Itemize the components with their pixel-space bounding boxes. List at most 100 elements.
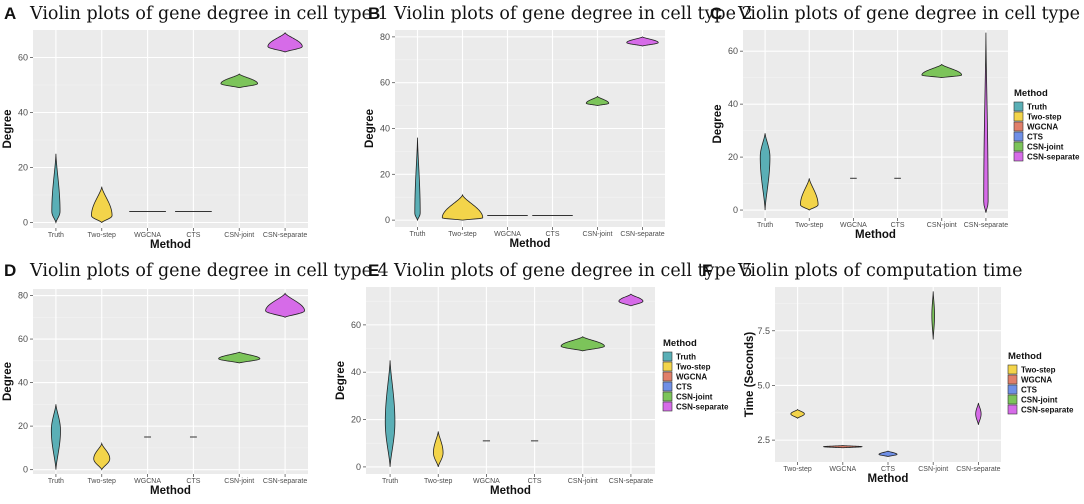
x-tick-label: WGCNA <box>829 466 856 473</box>
y-tick-label: 0 <box>23 218 28 228</box>
x-tick-label: CSN-separate <box>956 466 1000 473</box>
legend-entry: Truth <box>1027 103 1047 112</box>
violin-CSN-joint <box>220 73 258 89</box>
y-axis-label: Time (Seconds) <box>744 332 756 418</box>
x-tick-label: CSN-joint <box>927 222 957 229</box>
x-tick-label: CSN-joint <box>224 232 254 239</box>
violin-CSN-separate <box>983 32 989 213</box>
x-tick-label: CSN-separate <box>620 231 664 238</box>
x-tick-label: CSN-separate <box>964 222 1008 229</box>
violin-WGCNA <box>822 445 863 449</box>
violin-CSN-joint <box>585 95 610 107</box>
x-axis-label: Method <box>510 238 551 250</box>
y-tick-label: 2.5 <box>757 435 770 445</box>
legend-key-CTS <box>1007 384 1018 395</box>
panel-background <box>33 289 308 474</box>
panel-letter: B <box>368 4 380 23</box>
legend-key-CSN-joint <box>662 391 673 402</box>
y-tick-label: 5.0 <box>757 380 770 390</box>
x-tick-label: CSN-separate <box>263 232 307 239</box>
x-tick-label: Two-step <box>783 466 812 473</box>
legend-entry: Two-step <box>1021 366 1056 375</box>
violin-Two-step <box>800 178 819 211</box>
legend-key-Truth <box>1013 101 1024 112</box>
x-axis-label: Method <box>150 239 191 251</box>
y-tick-label: 60 <box>351 320 361 330</box>
x-tick-label: CSN-joint <box>568 478 598 485</box>
violin-CSN-joint <box>560 336 605 352</box>
y-tick-label: 60 <box>18 53 28 63</box>
x-tick-label: CTS <box>528 478 542 485</box>
panel-title: Violin plots of gene degree in cell type… <box>29 4 389 24</box>
legend-key-CSN-separate <box>1007 404 1018 415</box>
legend-title: Method <box>663 338 697 349</box>
legend-entry: CSN-joint <box>676 393 713 402</box>
x-tick-label: Truth <box>48 478 64 485</box>
legend-key-CSN-separate <box>662 401 673 412</box>
violin-Two-step <box>91 186 113 224</box>
y-tick-label: 0 <box>733 205 738 215</box>
y-axis-label: Degree <box>335 361 347 400</box>
x-tick-label: CTS <box>881 466 895 473</box>
violin-CSN-separate <box>265 292 305 318</box>
y-axis-label: Degree <box>2 362 14 401</box>
legend-entry: Two-step <box>676 363 711 372</box>
x-tick-label: WGCNA <box>840 222 867 229</box>
legend-entry: Two-step <box>1027 113 1062 122</box>
y-tick-label: 40 <box>728 99 738 109</box>
y-tick-label: 80 <box>18 291 28 301</box>
y-tick-label: 0 <box>385 215 390 225</box>
legend-key-Two-step <box>1013 111 1024 122</box>
panel-letter: D <box>4 261 16 280</box>
x-tick-label: Two-step <box>424 478 453 485</box>
panel-background <box>366 287 655 474</box>
x-tick-label: Two-step <box>795 222 824 229</box>
x-axis-label: Method <box>150 485 191 497</box>
legend-entry: CSN-separate <box>676 403 729 412</box>
violin-CSN-joint <box>931 291 935 340</box>
y-tick-label: 40 <box>18 108 28 118</box>
x-tick-label: Two-step <box>448 231 477 238</box>
violin-CTS <box>878 450 898 457</box>
x-tick-label: WGCNA <box>494 231 521 238</box>
violin-CSN-joint <box>921 63 963 79</box>
legend-entry: CTS <box>676 383 693 392</box>
x-tick-label: Two-step <box>88 478 117 485</box>
x-axis-label: Method <box>868 473 909 485</box>
x-tick-label: CSN-separate <box>609 478 653 485</box>
violin-Two-step <box>433 431 444 467</box>
legend-key-CTS <box>1013 131 1024 142</box>
violin-Truth <box>384 360 396 467</box>
y-tick-label: 0 <box>23 465 28 475</box>
y-tick-label: 20 <box>380 169 390 179</box>
x-tick-label: WGCNA <box>134 232 161 239</box>
x-tick-label: CTS <box>186 232 200 239</box>
legend-entry: WGCNA <box>1021 376 1052 385</box>
legend-key-Two-step <box>1007 364 1018 375</box>
x-axis-label: Method <box>855 229 896 241</box>
y-tick-label: 20 <box>351 415 361 425</box>
x-tick-label: Truth <box>48 232 64 239</box>
legend-entry: CSN-joint <box>1027 143 1064 152</box>
x-tick-label: CSN-separate <box>263 478 307 485</box>
x-axis-label: Method <box>490 485 531 497</box>
y-tick-label: 20 <box>18 421 28 431</box>
y-axis-label: Degree <box>712 105 724 144</box>
legend-key-CSN-separate <box>1013 151 1024 162</box>
legend-entry: WGCNA <box>1027 123 1058 132</box>
y-tick-label: 40 <box>18 378 28 388</box>
violin-Two-step <box>93 441 111 471</box>
x-tick-label: Truth <box>409 231 425 238</box>
panel-background <box>33 30 308 228</box>
legend-entry: CSN-separate <box>1021 406 1074 415</box>
x-tick-label: Truth <box>382 478 398 485</box>
x-tick-label: Two-step <box>88 232 117 239</box>
legend-key-CSN-joint <box>1013 141 1024 152</box>
x-tick-label: CTS <box>546 231 560 238</box>
violin-Truth <box>50 404 61 470</box>
violin-Two-step <box>790 408 805 419</box>
legend-entry: CTS <box>1021 386 1038 395</box>
legend-entry: WGCNA <box>676 373 707 382</box>
x-tick-label: CSN-joint <box>918 466 948 473</box>
